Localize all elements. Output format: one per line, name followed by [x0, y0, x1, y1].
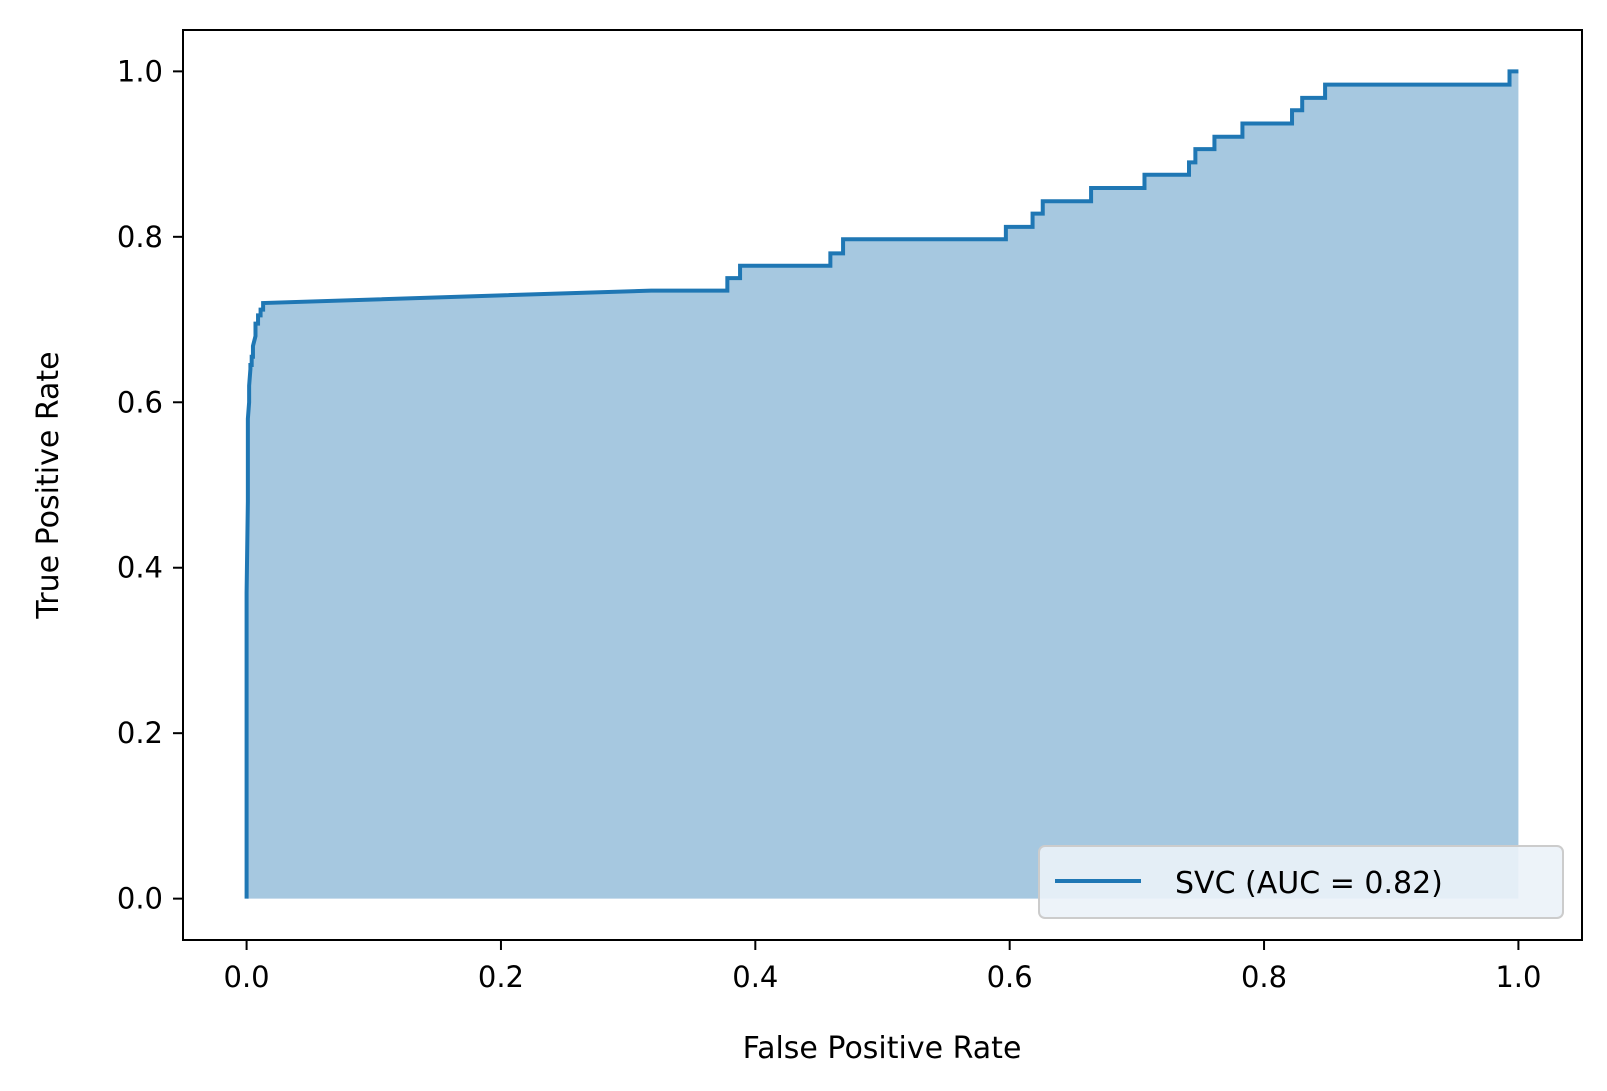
legend-box: [1038, 845, 1564, 919]
x-tick-label: 0.6: [987, 960, 1033, 994]
x-tick-label: 0.8: [1241, 960, 1287, 994]
plot-area: [244, 69, 1519, 899]
x-tick-label: 0.0: [224, 960, 270, 994]
x-axis-title: False Positive Rate: [743, 1031, 1022, 1066]
x-tick-label: 0.4: [732, 960, 778, 994]
y-tick-label: 1.0: [117, 54, 163, 88]
y-tick-label: 0.8: [117, 220, 163, 254]
x-axis-ticks: 0.0 0.2 0.4 0.6 0.8 1.0: [224, 940, 1541, 994]
roc-curve-line: [244, 69, 1519, 899]
y-tick-label: 0.0: [117, 882, 163, 916]
y-axis-title: True Positive Rate: [31, 351, 66, 619]
y-tick-label: 0.6: [117, 385, 163, 419]
axes-frame: [182, 29, 1583, 941]
legend-label: SVC (AUC = 0.82): [1175, 866, 1443, 901]
roc-area-fill: [246, 71, 1519, 899]
x-tick-label: 1.0: [1495, 960, 1541, 994]
legend: SVC (AUC = 0.82): [1038, 845, 1564, 919]
y-tick-label: 0.4: [117, 551, 163, 585]
y-tick-label: 0.2: [117, 716, 163, 750]
x-tick-label: 0.2: [478, 960, 524, 994]
y-axis-ticks: 0.0 0.2 0.4 0.6 0.8 1.0: [117, 54, 183, 916]
